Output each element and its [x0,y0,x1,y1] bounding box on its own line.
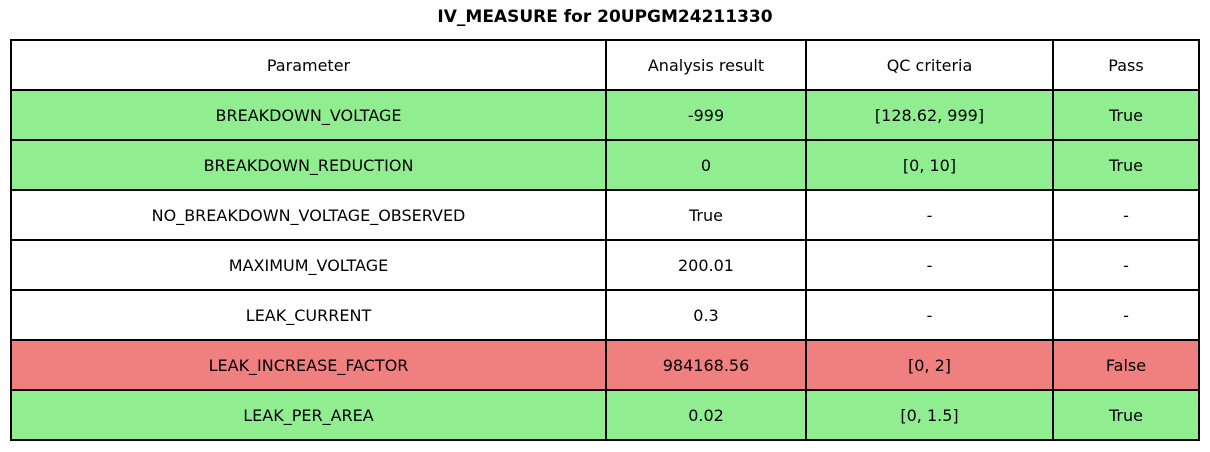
table-row: LEAK_INCREASE_FACTOR 984168.56 [0, 2] False [10,339,1200,391]
cell-pass: True [1052,89,1200,141]
table-row: MAXIMUM_VOLTAGE 200.01- - [10,239,1200,291]
cell-parameter: MAXIMUM_VOLTAGE [10,239,607,291]
cell-pass: True [1052,389,1200,441]
column-header-parameter: Parameter [10,39,607,91]
figure-title: IV_MEASURE for 20UPGM24211330 [437,7,773,27]
cell-analysis-result: True [605,189,807,241]
cell-analysis-result: 0 [605,139,807,191]
table-row: BREAKDOWN_VOLTAGE -999 [128.62, 999] True [10,89,1200,141]
table-body: BREAKDOWN_VOLTAGE -999 [128.62, 999] True BR… [10,89,1200,441]
cell-pass: - [1052,289,1200,341]
cell-qc-criteria: - [805,239,1054,291]
cell-analysis-result: -999 [605,89,807,141]
cell-pass: True [1052,139,1200,191]
cell-analysis-result: 200.01 [605,239,807,291]
table-header-row: Parameter Analysis result QC criteria Pass [10,39,1200,91]
cell-qc-criteria: - [805,289,1054,341]
cell-qc-criteria: - [805,189,1054,241]
column-header-pass: Pass [1052,39,1200,91]
cell-qc-criteria: [128.62, 999] [805,89,1054,141]
cell-parameter: LEAK_INCREASE_FACTOR [10,339,607,391]
cell-analysis-result: 0.02 [605,389,807,441]
cell-pass: False [1052,339,1200,391]
cell-parameter: LEAK_CURRENT [10,289,607,341]
table-row: NO_BREAKDOWN_VOLTAGE_OBSERVED True - - [10,189,1200,241]
column-header-qc-criteria: QC criteria [805,39,1054,91]
cell-analysis-result: 984168.56 [605,339,807,391]
cell-pass: - [1052,189,1200,241]
cell-parameter: BREAKDOWN_REDUCTION [10,139,607,191]
cell-qc-criteria: [0, 10] [805,139,1054,191]
cell-analysis-result: 0.3 [605,289,807,341]
cell-pass: - [1052,239,1200,291]
table-row: LEAK_PER_AREA 0.02 [0, 1.5] True [10,389,1200,441]
cell-parameter: BREAKDOWN_VOLTAGE [10,89,607,141]
cell-parameter: LEAK_PER_AREA [10,389,607,441]
table-row: LEAK_CURRENT 0.3- - [10,289,1200,341]
table-row: BREAKDOWN_REDUCTION 0 [0, 10] True [10,139,1200,191]
column-header-analysis-result: Analysis result [605,39,807,91]
cell-qc-criteria: [0, 2] [805,339,1054,391]
qc-results-table: Parameter Analysis result QC criteria Pass … [10,39,1200,441]
cell-parameter: NO_BREAKDOWN_VOLTAGE_OBSERVED [10,189,607,241]
cell-qc-criteria: [0, 1.5] [805,389,1054,441]
